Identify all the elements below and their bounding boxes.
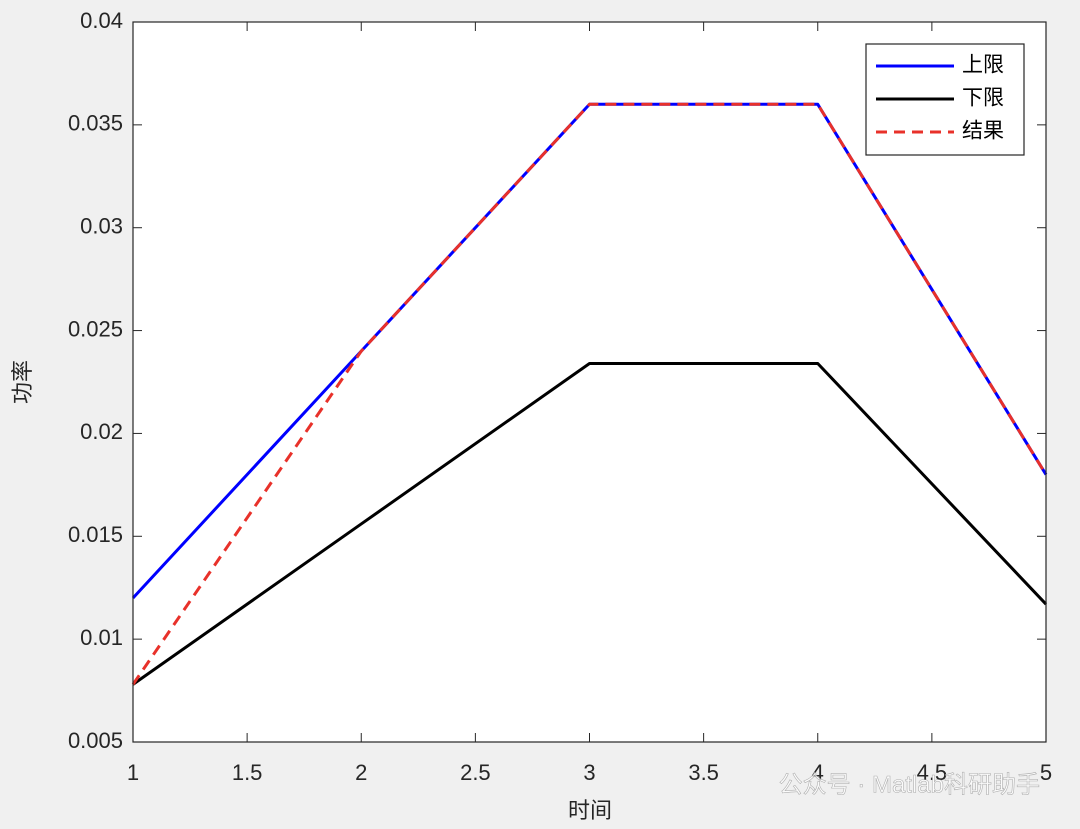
axes-box [132, 21, 1047, 743]
y-tick-label: 0.025 [68, 316, 123, 341]
data-line [131, 102, 1048, 686]
legend-label: 下限 [962, 87, 1004, 110]
legend-label: 上限 [962, 54, 1004, 77]
x-tick-label: 4.5 [917, 760, 948, 785]
x-tick-label: 1 [127, 760, 139, 785]
y-tick-label: 0.005 [68, 728, 123, 753]
y-tick-label: 0.04 [80, 8, 123, 33]
x-tick-label: 4 [812, 760, 824, 785]
y-tick-label: 0.03 [80, 214, 123, 239]
x-tick-label: 2 [355, 760, 367, 785]
x-tick-label: 5 [1040, 760, 1052, 785]
watermark: 公众号 · Matlab科研助手 [779, 771, 1040, 798]
data-line [132, 361, 1048, 686]
y-tick-label: 0.035 [68, 111, 123, 136]
x-tick-label: 3.5 [688, 760, 719, 785]
y-axis-label: 功率 [10, 360, 35, 404]
x-axis-label: 时间 [568, 798, 612, 823]
y-tick-label: 0.015 [68, 522, 123, 547]
x-tick-label: 2.5 [460, 760, 491, 785]
x-tick-label: 3 [583, 760, 595, 785]
legend-label: 结果 [962, 120, 1004, 143]
x-tick-label: 1.5 [232, 760, 263, 785]
y-tick-label: 0.01 [80, 625, 123, 650]
y-tick-label: 0.02 [80, 419, 123, 444]
